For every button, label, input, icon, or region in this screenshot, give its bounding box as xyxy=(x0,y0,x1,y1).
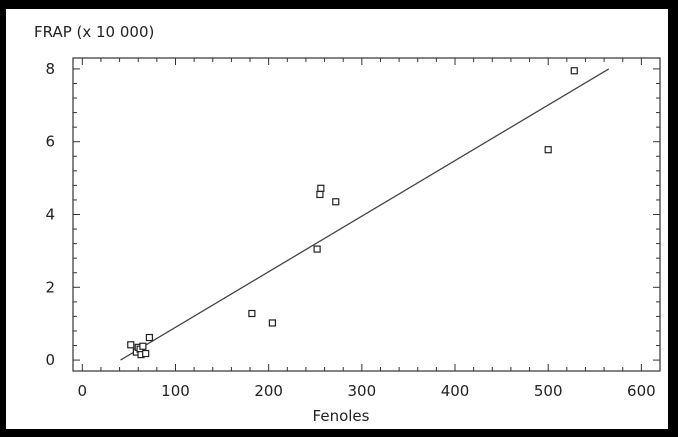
y-tick-label: 2 xyxy=(45,278,55,296)
x-tick-label: 200 xyxy=(254,382,283,400)
data-point xyxy=(248,309,256,318)
x-tick-label: 600 xyxy=(627,382,656,400)
data-point xyxy=(268,319,276,327)
x-tick-label: 400 xyxy=(441,382,470,400)
scatter-chart: FRAP (x 10 000) 0 100 200 300 400 500 600 0 2 4 6… xyxy=(34,23,661,425)
data-point xyxy=(332,198,340,206)
data-point xyxy=(142,349,150,358)
y-axis-label: FRAP (x 10 000) xyxy=(34,23,154,41)
data-point xyxy=(145,333,154,342)
x-tick-label: 500 xyxy=(534,382,563,400)
y-tick-label: 0 xyxy=(45,351,55,369)
plot-border xyxy=(72,57,661,372)
x-tick-label: 0 xyxy=(78,382,88,400)
y-tick-label: 4 xyxy=(45,206,55,224)
data-points xyxy=(127,67,578,359)
regression-line xyxy=(120,68,610,361)
data-point xyxy=(139,342,147,350)
data-point xyxy=(313,245,321,253)
data-point xyxy=(316,190,324,199)
data-point xyxy=(544,146,552,154)
x-tick-label: 300 xyxy=(348,382,377,400)
x-tick-label: 100 xyxy=(161,382,190,400)
x-axis-ticks: 0 100 200 300 400 500 600 xyxy=(78,382,656,400)
y-tick-label: 6 xyxy=(45,133,55,151)
data-point xyxy=(127,341,135,349)
y-tick-label: 8 xyxy=(45,60,55,78)
y-axis-ticks: 0 2 4 6 8 xyxy=(45,60,55,369)
chart-panel: FRAP (x 10 000) 0 100 200 300 400 500 600 0 2 4 6… xyxy=(6,9,668,429)
plot-area xyxy=(72,57,661,372)
x-axis-label: Fenoles xyxy=(313,407,370,425)
fit-line-layer xyxy=(120,68,610,361)
data-point xyxy=(570,67,578,75)
data-point xyxy=(317,184,325,192)
